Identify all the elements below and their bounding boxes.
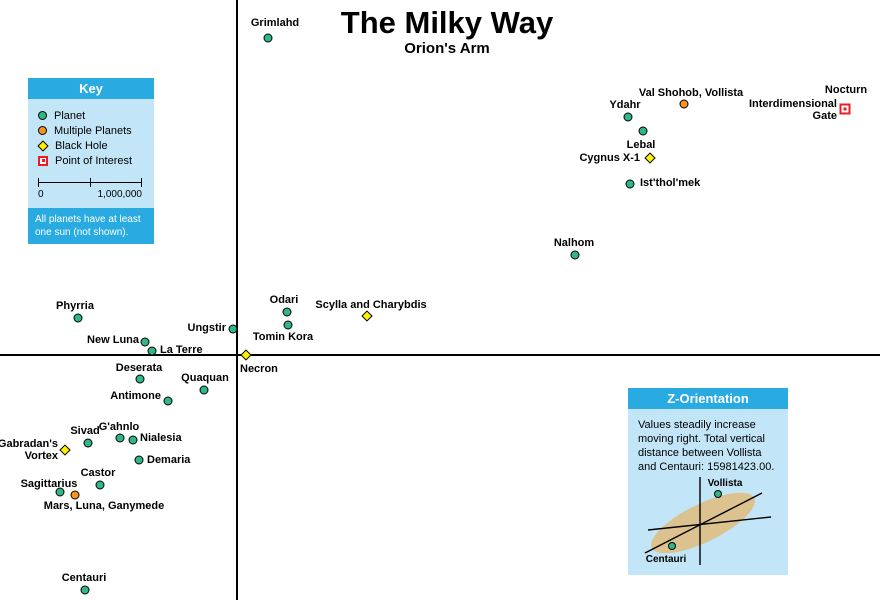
vollista-point — [714, 490, 722, 498]
map-title: The Milky Way — [340, 5, 554, 40]
marker-g-ahnlo — [115, 433, 125, 443]
marker-antimone — [163, 396, 173, 406]
label-val-shohob-vollista: Val Shohob, Vollista — [638, 87, 744, 99]
marker-phyrria — [73, 313, 83, 323]
label-nialesia: Nialesia — [140, 432, 182, 444]
label-gabradan-s-vortex: Gabradan's Vortex — [0, 438, 58, 462]
label-new-luna: New Luna — [87, 334, 139, 346]
marker-mars-luna-ganymede — [70, 490, 80, 500]
marker-demaria — [134, 455, 144, 465]
marker-centauri — [80, 585, 90, 595]
marker-new-luna — [140, 337, 150, 347]
diagonal-axis-line — [644, 492, 763, 554]
z-orientation-text: Values steadily increase moving right. T… — [638, 419, 775, 474]
marker-ydahr — [623, 112, 633, 122]
label-antimone: Antimone — [110, 390, 161, 402]
z-orientation-diagram: Vollista Centauri — [644, 477, 772, 565]
legend-title: Key — [28, 78, 154, 99]
legend-label-point-of-interest: Point of Interest — [55, 154, 133, 167]
centauri-point — [668, 542, 676, 550]
horizontal-axis — [0, 354, 880, 356]
marker-la-terre — [147, 346, 157, 356]
marker-lebal — [638, 126, 648, 136]
black-hole-icon — [37, 139, 49, 152]
marker-sagittarius — [55, 487, 65, 497]
marker-deserata — [135, 374, 145, 384]
label-ist-thol-mek: Ist'thol'mek — [640, 177, 701, 189]
legend-item-planet: Planet — [38, 108, 146, 123]
label-centauri: Centauri — [61, 572, 107, 584]
marker-ist-thol-mek — [625, 179, 635, 189]
scale-bar — [38, 178, 142, 187]
label-nalhom: Nalhom — [553, 237, 595, 249]
legend-item-black-hole: Black Hole — [37, 138, 146, 153]
marker-castor — [95, 480, 105, 490]
label-odari: Odari — [269, 294, 299, 306]
scale-labels: 0 1,000,000 — [38, 189, 142, 200]
scale-tick-end — [141, 178, 142, 187]
legend-item-multiple-planets: Multiple Planets — [38, 123, 146, 138]
marker-odari — [282, 307, 292, 317]
scale-max-label: 1,000,000 — [97, 189, 143, 200]
label-deserata: Deserata — [115, 362, 163, 374]
label-sagittarius: Sagittarius — [20, 478, 78, 490]
lateral-axis-line — [647, 516, 772, 531]
label-quaquan: Quaquan — [181, 372, 229, 384]
z-orientation-panel: Z-Orientation Values steadily increase m… — [628, 388, 788, 575]
label-mars-luna-ganymede: Mars, Luna, Ganymede — [43, 500, 165, 512]
marker-nocturn — [839, 103, 851, 115]
marker-sivad — [83, 438, 93, 448]
z-orientation-title: Z-Orientation — [628, 388, 788, 409]
planet-icon — [38, 111, 47, 120]
marker-ungstir — [228, 324, 238, 334]
point-of-interest-icon — [38, 155, 48, 166]
label-nocturn: Nocturn — [824, 84, 868, 96]
vollista-label: Vollista — [708, 478, 743, 489]
marker-nalhom — [570, 250, 580, 260]
label-phyrria: Phyrria — [56, 300, 94, 312]
label-scylla-and-charybdis: Scylla and Charybdis — [315, 299, 427, 311]
label-castor: Castor — [80, 467, 116, 479]
legend-label-planet: Planet — [54, 109, 86, 122]
scale-min-label: 0 — [38, 189, 44, 200]
vertical-axis — [236, 0, 238, 600]
legend-panel: Key Planet Multiple Planets Black Hole P… — [28, 78, 154, 244]
label-sivad: Sivad — [70, 425, 100, 437]
marker-quaquan — [199, 385, 209, 395]
marker-val-shohob-vollista — [679, 99, 689, 109]
scale-tick-middle — [90, 178, 91, 187]
label-lebal: Lebal — [626, 139, 656, 151]
multiple-planets-icon — [38, 126, 47, 135]
scale-tick-start — [38, 178, 39, 187]
label-necron: Necron — [240, 363, 278, 375]
legend-label-multiple-planets: Multiple Planets — [54, 124, 132, 137]
label-nocturn: Interdimensional Gate — [748, 98, 837, 122]
marker-gabradan-s-vortex — [59, 444, 71, 456]
label-grimlahd: Grimlahd — [250, 17, 300, 29]
marker-scylla-and-charybdis — [361, 310, 373, 322]
label-ydahr: Ydahr — [609, 99, 641, 111]
label-la-terre: La Terre — [160, 344, 203, 356]
marker-tomin-kora — [283, 320, 293, 330]
label-ungstir: Ungstir — [187, 322, 227, 334]
centauri-label: Centauri — [646, 554, 687, 565]
marker-grimlahd — [263, 33, 273, 43]
marker-nialesia — [128, 435, 138, 445]
label-cygnus-x-1: Cygnus X-1 — [579, 152, 640, 164]
marker-necron — [240, 349, 252, 361]
label-demaria: Demaria — [147, 454, 191, 466]
map-subtitle: Orion's Arm — [404, 40, 490, 57]
marker-cygnus-x-1 — [644, 152, 656, 164]
label-g-ahnlo: G'ahnlo — [98, 421, 140, 433]
legend-note: All planets have at least one sun (not s… — [28, 208, 154, 244]
legend-body: Planet Multiple Planets Black Hole Point… — [28, 99, 154, 208]
legend-label-black-hole: Black Hole — [55, 139, 108, 152]
label-tomin-kora: Tomin Kora — [252, 331, 314, 343]
legend-item-point-of-interest: Point of Interest — [38, 153, 146, 168]
